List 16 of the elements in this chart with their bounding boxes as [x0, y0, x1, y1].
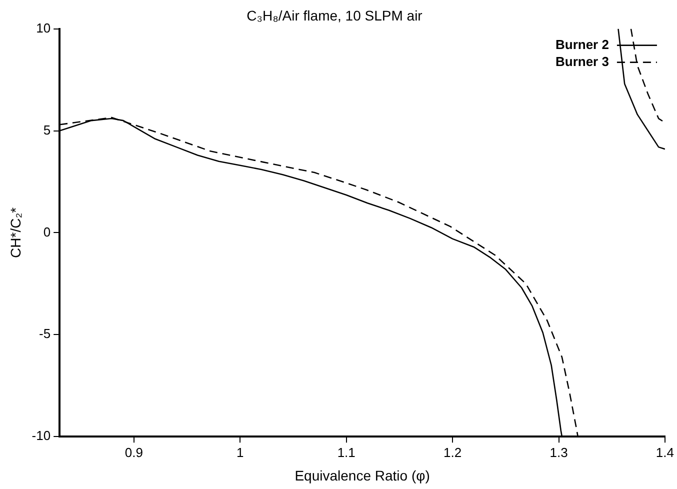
y-tick-label: 0: [43, 224, 51, 240]
x-tick-label: 1.3: [550, 444, 568, 460]
x-tick-label: 1.1: [337, 444, 356, 460]
y-tick-label: -5: [39, 326, 51, 342]
x-tick-label: 1.2: [444, 444, 462, 460]
chart-title: C₃H₈/Air flame, 10 SLPM air: [246, 7, 423, 24]
legend-label: Burner 3: [555, 54, 609, 69]
y-tick-label: 10: [36, 20, 51, 36]
y-tick-label: -10: [32, 428, 51, 444]
x-tick-label: 1: [236, 444, 244, 460]
legend-label: Burner 2: [555, 36, 609, 52]
x-axis-title: Equivalence Ratio (φ): [294, 467, 430, 484]
x-tick-label: 0.9: [124, 444, 143, 460]
y-axis-title: CH*/C₂*: [7, 206, 24, 258]
y-tick-label: 5: [43, 122, 51, 138]
x-tick-label: 1.4: [656, 444, 674, 460]
